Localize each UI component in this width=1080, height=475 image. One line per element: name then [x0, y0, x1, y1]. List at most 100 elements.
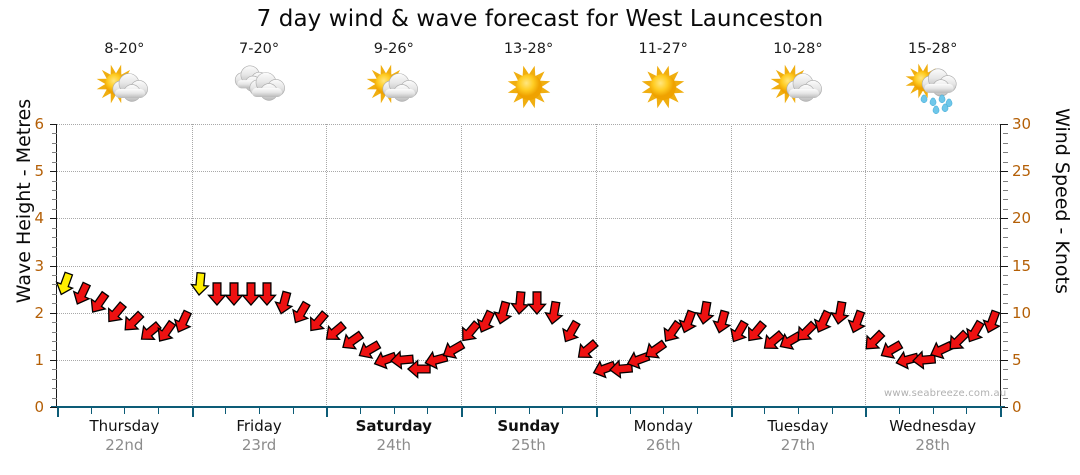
wind-arrow [120, 309, 146, 335]
right-minor-tick [1003, 152, 1008, 154]
time-tick [393, 406, 395, 414]
day-date: 23rd [241, 436, 277, 454]
wind-arrow [878, 337, 904, 363]
plot-area [55, 124, 1001, 407]
wind-arrow [659, 319, 685, 345]
left-minor-tick [52, 142, 57, 144]
wind-arrow [86, 290, 112, 316]
right-minor-tick [1003, 388, 1008, 390]
left-minor-tick [52, 284, 57, 286]
day-date: 27th [780, 436, 816, 454]
day-header-sunday: 13-28° [461, 38, 596, 122]
wind-arrow [389, 347, 415, 373]
day-name: Friday [236, 417, 282, 435]
wind-arrow [187, 271, 213, 297]
time-tick [831, 406, 833, 414]
wind-arrow [473, 309, 499, 335]
day-header-saturday: 9-26° [326, 38, 461, 122]
day-name: Thursday [89, 417, 160, 435]
right-minor-tick [1003, 350, 1008, 352]
wind-arrow [322, 319, 348, 345]
day-header-friday: 7-20° [192, 38, 327, 122]
day-header-thursday: 8-20° [57, 38, 192, 122]
right-minor-tick [1003, 293, 1008, 295]
time-tick [562, 406, 564, 414]
wind-arrow [844, 309, 870, 335]
day-footer-sunday: Sunday 25th [461, 417, 596, 469]
bottom-axis-line [51, 406, 1005, 408]
wind-arrow [457, 319, 483, 345]
left-major-tick [50, 312, 57, 314]
wind-arrow [962, 319, 988, 345]
left-tick-label: 0 [34, 398, 44, 416]
wind-arrow [440, 337, 466, 363]
sun-icon [493, 59, 565, 115]
wind-arrow [339, 328, 365, 354]
day-boundary-tick [865, 406, 868, 417]
day-boundary-tick [57, 406, 59, 417]
wind-arrow [979, 309, 1005, 335]
left-minor-tick [52, 190, 57, 192]
wind-arrow [69, 281, 95, 307]
left-minor-tick [52, 199, 57, 201]
right-minor-tick [1003, 133, 1008, 135]
left-minor-tick [52, 161, 57, 163]
sun-behind-cloud-icon [762, 59, 834, 115]
wind-arrow [945, 328, 971, 354]
day-boundary-tick [1000, 406, 1002, 417]
day-footer-strip: Thursday 22nd Friday 23rd Saturday 24th Sunday… [57, 417, 1000, 469]
right-minor-tick [1003, 142, 1008, 144]
temperature-range: 8-20° [104, 41, 145, 57]
watermark: www.seabreeze.com.au [884, 388, 1007, 399]
right-minor-tick [1003, 237, 1008, 239]
right-minor-tick [1003, 208, 1008, 210]
vertical-gridline [191, 124, 193, 407]
right-major-tick [1001, 124, 1008, 125]
day-footer-thursday: Thursday 22nd [57, 417, 192, 469]
time-tick [966, 406, 968, 414]
temperature-range: 7-20° [238, 41, 280, 57]
day-boundary-tick [326, 406, 329, 417]
right-major-tick [1001, 359, 1008, 361]
temperature-range: 11-27° [638, 41, 688, 57]
left-minor-tick [52, 237, 57, 239]
sun-cloud-rain-icon [897, 59, 969, 115]
left-minor-tick [52, 331, 57, 333]
right-major-tick [1001, 265, 1008, 267]
left-tick-label: 5 [34, 162, 44, 181]
left-axis-title: Wave Height - Metres [13, 98, 35, 304]
horizontal-gridline [57, 171, 1000, 173]
wind-arrow [810, 309, 836, 335]
left-tick-label: 4 [34, 209, 44, 228]
left-major-tick [50, 124, 57, 125]
right-minor-tick [1003, 227, 1008, 229]
wind-arrow [726, 319, 752, 345]
day-header-monday: 11-27° [596, 38, 731, 122]
horizontal-gridline [57, 312, 1000, 314]
right-minor-tick [1003, 199, 1008, 201]
left-minor-tick [52, 369, 57, 371]
day-footer-saturday: Saturday 24th [326, 417, 461, 469]
day-header-strip: 8-20° 7-20° 9-26° 13-28° 11-27° 10-28° 15-28° [57, 38, 1000, 122]
right-minor-tick [1003, 378, 1008, 380]
temperature-range: 15-28° [907, 41, 958, 57]
temperature-range: 13-28° [503, 41, 554, 57]
time-tick [663, 406, 665, 414]
right-minor-tick [1003, 331, 1008, 333]
right-minor-tick [1003, 303, 1008, 305]
left-tick-label: 2 [34, 303, 44, 322]
wind-arrow [675, 309, 701, 335]
time-tick [797, 406, 799, 414]
time-tick [528, 406, 530, 414]
day-footer-wednesday: Wednesday 28th [865, 417, 1000, 469]
page-title: 7 day wind & wave forecast for West Laun… [256, 6, 824, 32]
right-minor-tick [1003, 246, 1008, 248]
wind-arrow [608, 356, 634, 382]
day-date: 24th [376, 436, 412, 454]
left-minor-tick [52, 350, 57, 352]
wind-arrow [507, 290, 533, 316]
horizontal-gridline [57, 124, 1000, 125]
day-name: Wednesday [889, 417, 977, 435]
sun-behind-cloud-icon [88, 59, 160, 115]
vertical-gridline [595, 124, 597, 407]
